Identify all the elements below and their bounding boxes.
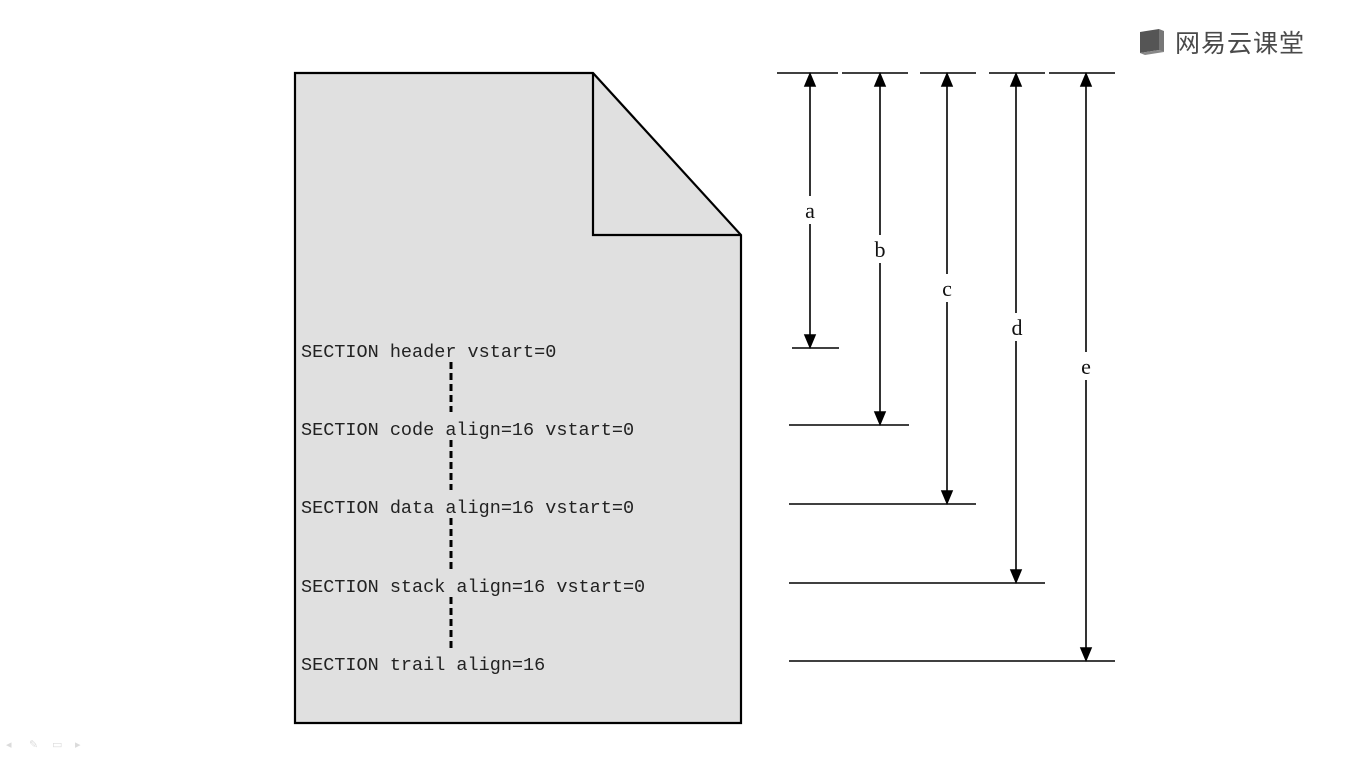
pen-icon[interactable]: ✎ — [29, 738, 39, 751]
document-page — [293, 71, 743, 725]
screen-icon[interactable]: ▭ — [52, 738, 63, 751]
back-icon[interactable]: ◂ — [6, 738, 12, 751]
bottom-reference-lines — [789, 347, 1115, 662]
watermark-logo: 网易云课堂 — [1137, 24, 1305, 60]
watermark-text: 网易云课堂 — [1175, 29, 1306, 58]
dimension-label-d: d — [1012, 315, 1023, 340]
book-icon — [1137, 28, 1167, 56]
section-label-header: SECTION header vstart=0 — [301, 342, 556, 363]
dimension-label-e: e — [1081, 354, 1091, 379]
section-label-trail: SECTION trail align=16 — [301, 655, 545, 676]
dimension-label-b: b — [875, 237, 886, 262]
player-controls: ◂ ✎ ▭ ▸ — [6, 739, 89, 750]
dimension-label-c: c — [942, 276, 952, 301]
dimension-label-a: a — [805, 198, 815, 223]
forward-icon[interactable]: ▸ — [75, 738, 81, 751]
section-label-data: SECTION data align=16 vstart=0 — [301, 498, 634, 519]
section-label-code: SECTION code align=16 vstart=0 — [301, 420, 634, 441]
section-label-stack: SECTION stack align=16 vstart=0 — [301, 577, 645, 598]
folded-corner — [591, 73, 741, 237]
